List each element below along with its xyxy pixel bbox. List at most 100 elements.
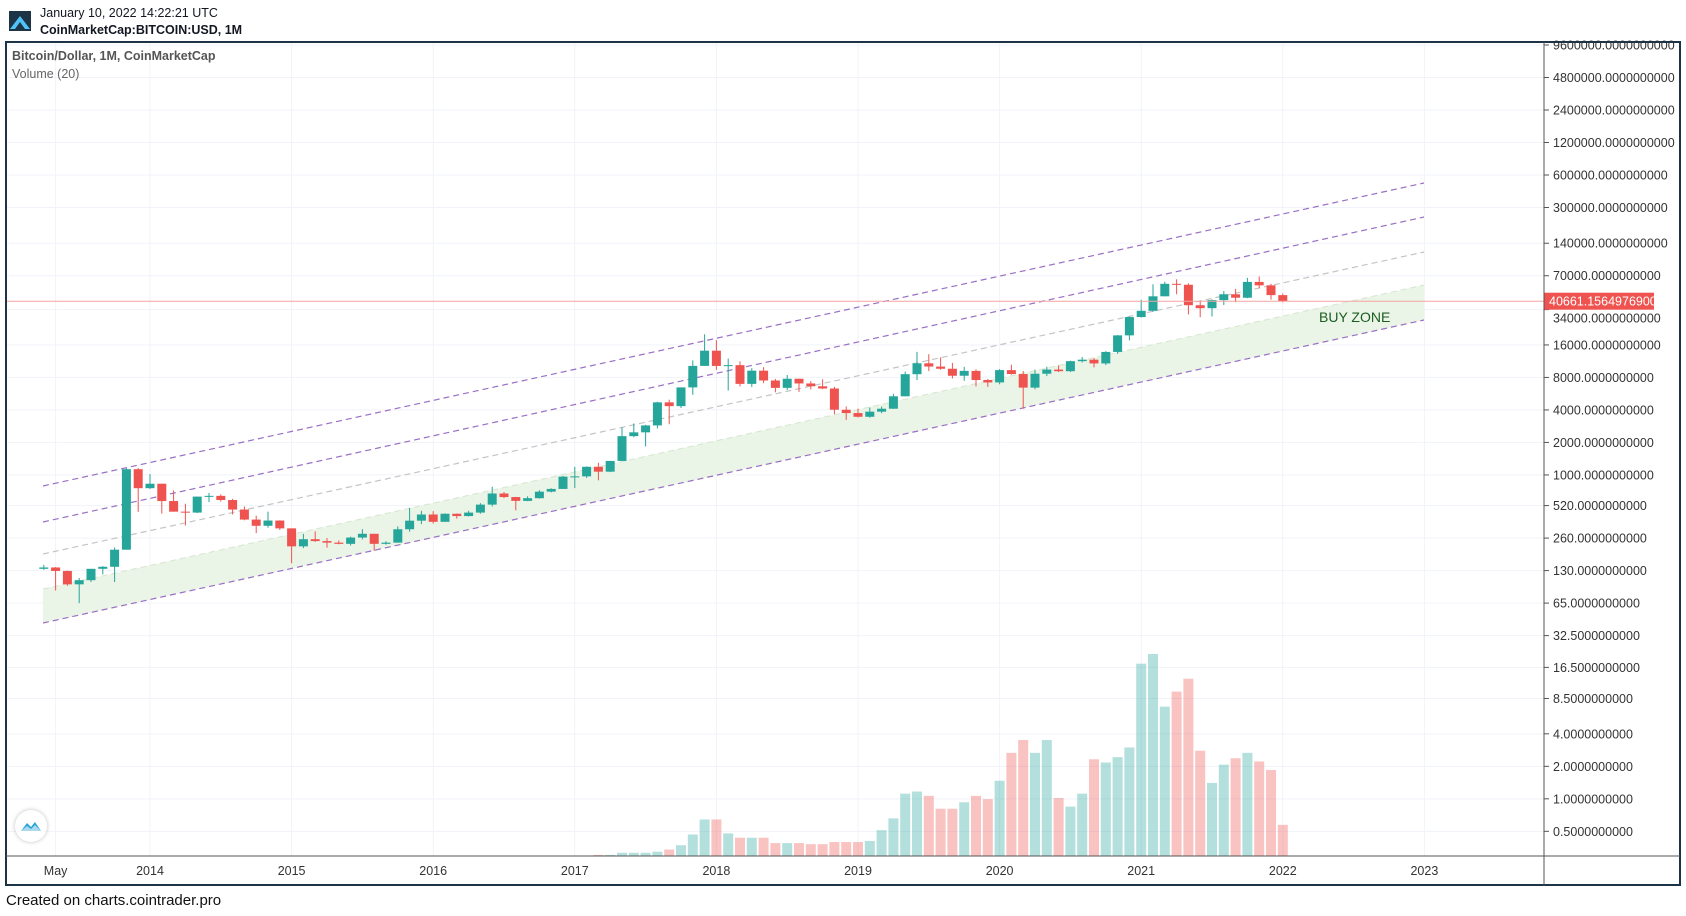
price-tick-label: 1000.0000000000 bbox=[1553, 468, 1654, 482]
volume-bar bbox=[676, 845, 686, 856]
volume-bar bbox=[959, 802, 970, 856]
candle-body bbox=[711, 350, 721, 366]
volume-bar bbox=[758, 837, 769, 856]
candle-body bbox=[416, 514, 426, 521]
candle-body bbox=[617, 436, 627, 461]
time-tick-label: 2015 bbox=[278, 864, 306, 878]
snapshot-timestamp: January 10, 2022 14:22:21 UTC bbox=[40, 6, 218, 20]
buy-zone-band bbox=[43, 285, 1424, 623]
candle-body bbox=[1136, 310, 1146, 318]
candle-body bbox=[782, 378, 792, 388]
time-tick-label: May bbox=[44, 864, 68, 878]
volume-bar bbox=[605, 854, 616, 856]
candle-body bbox=[1089, 359, 1099, 364]
candle-body bbox=[853, 413, 863, 417]
candle-body bbox=[546, 488, 556, 492]
volume-bar bbox=[864, 840, 875, 856]
volume-bar bbox=[735, 837, 745, 856]
candle-body bbox=[641, 425, 651, 433]
candle-body bbox=[1054, 369, 1064, 372]
candle-body bbox=[1195, 305, 1205, 309]
candle-body bbox=[239, 509, 249, 520]
candle-body bbox=[806, 383, 816, 387]
candle-body bbox=[888, 396, 898, 409]
candle-body bbox=[770, 380, 780, 388]
candle-body bbox=[593, 466, 603, 472]
candle-body bbox=[251, 519, 261, 526]
time-tick-label: 2020 bbox=[986, 864, 1014, 878]
price-tick-label: 2.0000000000 bbox=[1553, 760, 1633, 774]
time-tick-label: 2018 bbox=[702, 864, 730, 878]
volume-bar bbox=[1207, 782, 1217, 856]
candle-body bbox=[39, 567, 49, 569]
candle-body bbox=[723, 365, 733, 367]
price-tick-label: 140000.0000000000 bbox=[1553, 237, 1668, 251]
volume-bar bbox=[1041, 739, 1052, 856]
candle-body bbox=[912, 363, 922, 375]
volume-bar bbox=[1195, 750, 1206, 856]
app-logo-icon bbox=[9, 11, 31, 31]
volume-bar bbox=[912, 791, 922, 856]
candle-body bbox=[511, 497, 521, 501]
cointrader-logo-icon[interactable] bbox=[15, 810, 47, 842]
volume-bar bbox=[770, 843, 781, 856]
candle-body bbox=[924, 363, 934, 367]
volume-bar bbox=[900, 793, 911, 856]
price-tick-label: 4.0000000000 bbox=[1553, 727, 1633, 741]
volume-bar bbox=[1183, 678, 1194, 856]
candle-body bbox=[1124, 317, 1134, 336]
candle-body bbox=[487, 493, 497, 505]
volume-bar bbox=[805, 844, 816, 856]
candle-body bbox=[228, 499, 238, 510]
candle-body bbox=[192, 496, 202, 513]
time-tick-label: 2022 bbox=[1269, 864, 1297, 878]
volume-bar bbox=[699, 819, 710, 856]
candles bbox=[39, 276, 1288, 604]
volume-bar bbox=[1277, 824, 1288, 856]
candle-body bbox=[440, 513, 450, 522]
time-tick-label: 2023 bbox=[1410, 864, 1438, 878]
volume-bar bbox=[794, 843, 804, 856]
candle-body bbox=[145, 483, 155, 489]
volume-bar bbox=[1136, 663, 1147, 856]
candle-body bbox=[110, 549, 120, 567]
candle-body bbox=[818, 386, 828, 389]
price-tick-label: 260.0000000000 bbox=[1553, 532, 1647, 546]
price-tick-label: 2000.0000000000 bbox=[1553, 436, 1654, 450]
price-tick-label: 520.0000000000 bbox=[1553, 499, 1647, 513]
channel-line-upper-2 bbox=[42, 182, 1425, 487]
candle-body bbox=[570, 476, 580, 478]
price-axis[interactable]: 9600000.0000000000 4800000.0000000000 2400… bbox=[1544, 39, 1675, 839]
candle-body bbox=[452, 513, 462, 517]
price-tick-label: 8.5000000000 bbox=[1553, 692, 1633, 706]
candle-body bbox=[1219, 294, 1229, 301]
candle-body bbox=[287, 528, 297, 547]
volume-bar bbox=[593, 854, 604, 856]
volume-bar bbox=[1100, 762, 1111, 856]
candle-body bbox=[1183, 284, 1193, 306]
volume-bar bbox=[1006, 752, 1017, 856]
candle-body bbox=[298, 539, 308, 547]
candle-body bbox=[275, 520, 285, 529]
candle-body bbox=[1018, 374, 1028, 388]
volume-bar bbox=[1148, 654, 1158, 856]
time-tick-label: 2019 bbox=[844, 864, 872, 878]
candle-body bbox=[759, 370, 769, 381]
candle-body bbox=[334, 542, 344, 544]
volume-bar bbox=[1266, 770, 1276, 856]
candle-body bbox=[877, 408, 887, 412]
price-tick-label: 600000.0000000000 bbox=[1553, 169, 1668, 183]
candle-body bbox=[499, 493, 509, 498]
buy-zone-upper-line bbox=[42, 284, 1425, 590]
candle-body bbox=[700, 350, 710, 366]
volume-bar bbox=[1030, 752, 1040, 856]
candle-body bbox=[98, 566, 108, 569]
candle-body bbox=[1254, 281, 1264, 286]
candle-body bbox=[1030, 373, 1040, 388]
buy-zone-label: BUY ZONE bbox=[1319, 309, 1390, 325]
candle-body bbox=[947, 368, 957, 376]
last-price-badge: 40661.1564976900 bbox=[1544, 292, 1657, 310]
time-axis[interactable]: May 2014 2015 2016 2017 2018 2019 2020 2021 2022 2… bbox=[44, 864, 1439, 878]
volume-bar bbox=[1112, 757, 1123, 856]
